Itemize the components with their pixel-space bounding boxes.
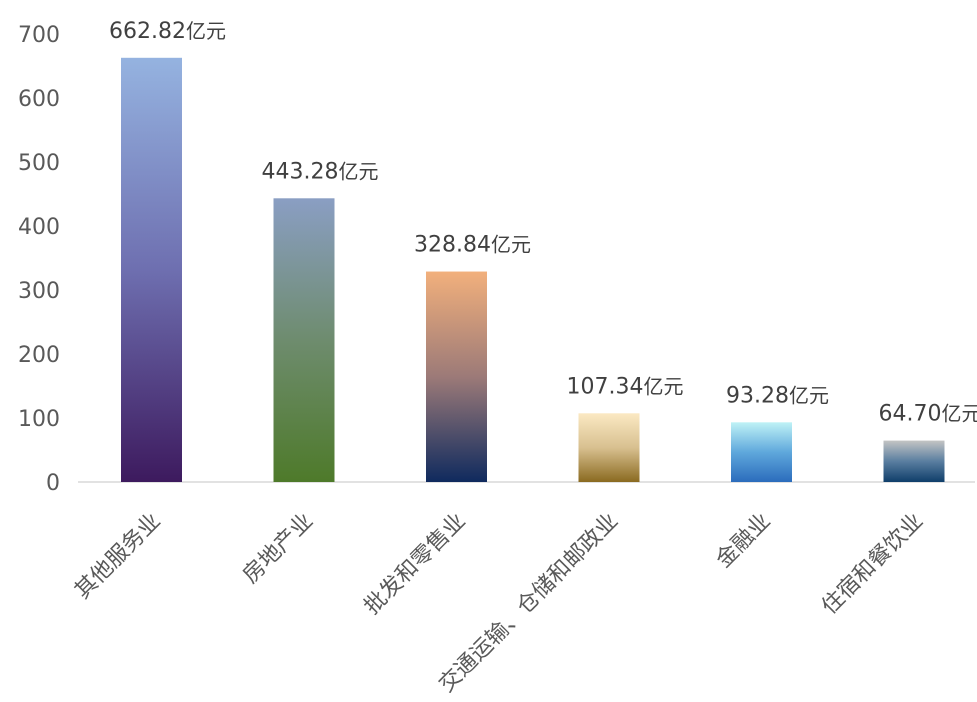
y-tick-label: 400	[18, 215, 60, 240]
bar	[121, 57, 182, 483]
x-tick-label: 住宿和餐饮业	[817, 509, 928, 620]
y-tick-label: 200	[18, 343, 60, 368]
data-labels: 662.82亿元 443.28亿元 328.84亿元 107.34亿元 93.28亿元 6…	[109, 19, 977, 427]
data-label: 662.82亿元	[109, 19, 226, 44]
data-label: 64.70亿元	[879, 402, 977, 427]
data-label: 328.84亿元	[414, 233, 531, 258]
bar	[426, 271, 487, 482]
x-tick-label: 交通运输、仓储和邮政业	[434, 509, 623, 698]
y-tick-label: 0	[46, 471, 60, 496]
y-tick-label: 300	[18, 279, 60, 304]
data-label: 443.28亿元	[262, 159, 379, 184]
y-axis: 0 100 200 300 400 500 600 700	[18, 23, 60, 496]
x-tick-label: 房地产业	[238, 509, 318, 589]
x-tick-label: 批发和零售业	[360, 509, 471, 620]
data-label: 93.28亿元	[726, 383, 829, 408]
x-tick-label: 其他服务业	[70, 509, 165, 604]
bar	[578, 413, 640, 482]
bar	[731, 422, 792, 482]
bars	[121, 57, 945, 483]
x-tick-label: 金融业	[711, 509, 775, 573]
y-tick-label: 600	[18, 87, 60, 112]
bar	[273, 198, 335, 483]
data-label: 107.34亿元	[567, 374, 684, 399]
bar	[883, 440, 945, 482]
y-tick-label: 500	[18, 151, 60, 176]
y-tick-label: 100	[18, 407, 60, 432]
y-tick-label: 700	[18, 23, 60, 48]
